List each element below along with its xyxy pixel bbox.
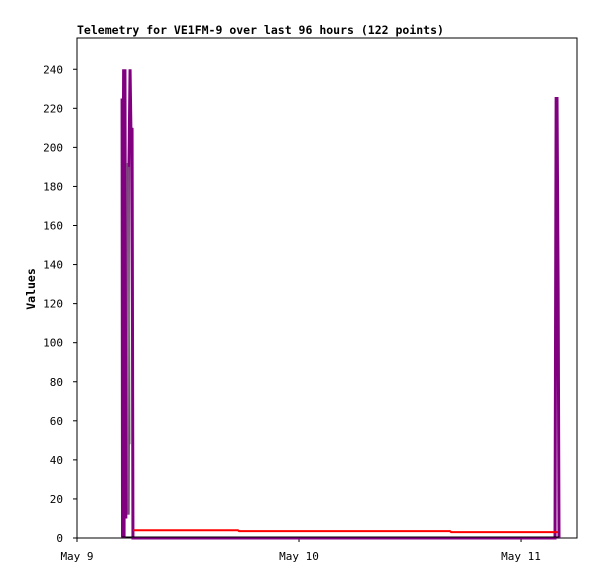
y-tick-label: 40 — [50, 454, 63, 467]
y-tick-label: 0 — [56, 532, 63, 545]
x-tick-label: May 9 — [60, 550, 93, 563]
x-tick-label: May 10 — [279, 550, 319, 563]
series-line — [132, 529, 559, 534]
series-line — [126, 162, 131, 515]
y-tick-label: 240 — [43, 63, 63, 76]
y-tick-label: 100 — [43, 337, 63, 350]
y-tick-label: 140 — [43, 259, 63, 272]
chart-title: Telemetry for VE1FM-9 over last 96 hours… — [77, 23, 444, 37]
x-tick-label: May 11 — [501, 550, 541, 563]
y-tick-label: 220 — [43, 102, 63, 115]
y-tick-label: 160 — [43, 220, 63, 233]
y-tick-label: 20 — [50, 493, 63, 506]
y-tick-label: 200 — [43, 141, 63, 154]
y-tick-label: 60 — [50, 415, 63, 428]
y-axis-label: Values — [24, 268, 38, 310]
y-tick-label: 120 — [43, 298, 63, 311]
y-tick-label: 180 — [43, 180, 63, 193]
y-tick-label: 80 — [50, 376, 63, 389]
